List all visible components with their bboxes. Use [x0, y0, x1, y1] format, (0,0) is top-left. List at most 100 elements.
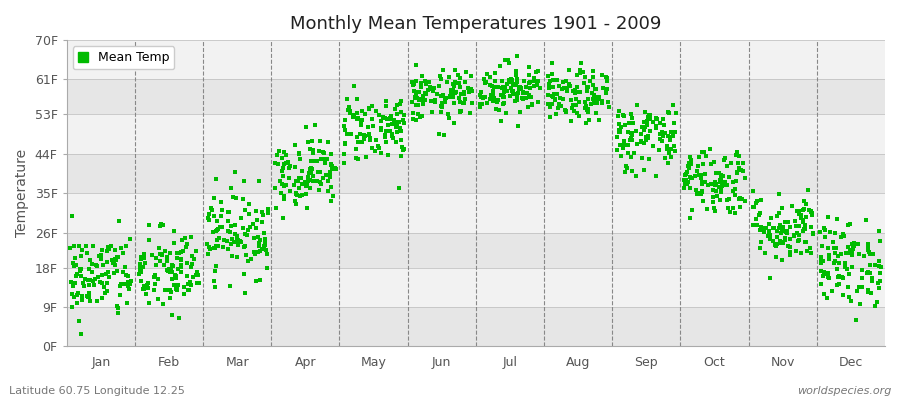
- Point: [863, 250, 878, 257]
- Point: [63, 245, 77, 251]
- Legend: Mean Temp: Mean Temp: [73, 46, 175, 69]
- Point: [543, 104, 557, 110]
- Point: [588, 97, 602, 104]
- Point: [425, 86, 439, 92]
- Point: [176, 247, 190, 254]
- Point: [855, 267, 869, 273]
- Point: [366, 123, 381, 130]
- Point: [325, 166, 339, 173]
- Point: [325, 163, 339, 169]
- Point: [735, 196, 750, 202]
- Point: [796, 207, 810, 214]
- Point: [381, 121, 395, 128]
- Point: [236, 196, 250, 202]
- Point: [132, 271, 147, 278]
- Point: [480, 100, 494, 106]
- Point: [833, 251, 848, 257]
- Point: [409, 102, 423, 108]
- Point: [132, 261, 147, 268]
- Point: [681, 163, 696, 170]
- Point: [841, 284, 855, 290]
- Point: [618, 163, 633, 169]
- Point: [767, 225, 781, 231]
- Point: [68, 254, 82, 261]
- Point: [804, 208, 818, 214]
- Point: [617, 169, 632, 175]
- Point: [708, 170, 723, 176]
- Point: [668, 128, 682, 135]
- Point: [613, 128, 627, 135]
- Point: [548, 95, 562, 102]
- Point: [316, 175, 330, 181]
- Point: [272, 148, 286, 154]
- Point: [488, 77, 502, 84]
- Point: [306, 172, 320, 179]
- Point: [641, 135, 655, 141]
- Point: [169, 286, 184, 292]
- Point: [796, 206, 811, 212]
- Point: [201, 214, 215, 221]
- Bar: [67, 268, 885, 307]
- Point: [799, 214, 814, 220]
- Point: [562, 80, 576, 87]
- Point: [212, 242, 226, 249]
- Point: [259, 247, 274, 254]
- Point: [163, 269, 177, 276]
- Point: [379, 103, 393, 110]
- Point: [300, 182, 314, 188]
- Point: [507, 91, 521, 97]
- Point: [67, 243, 81, 250]
- Point: [462, 89, 476, 96]
- Point: [805, 210, 819, 216]
- Point: [260, 206, 274, 213]
- Point: [774, 240, 788, 246]
- Point: [616, 112, 630, 118]
- Point: [293, 174, 308, 181]
- Point: [472, 92, 487, 98]
- Point: [140, 284, 155, 291]
- Point: [304, 170, 319, 176]
- Point: [412, 96, 427, 103]
- Point: [646, 118, 661, 125]
- Point: [306, 150, 320, 156]
- Point: [457, 100, 472, 106]
- Point: [324, 161, 338, 168]
- Point: [252, 243, 266, 250]
- Point: [682, 174, 697, 180]
- Point: [657, 122, 671, 128]
- Point: [780, 230, 795, 236]
- Point: [390, 111, 404, 118]
- Point: [340, 107, 355, 113]
- Point: [111, 268, 125, 274]
- Point: [706, 187, 720, 193]
- Point: [578, 74, 592, 80]
- Point: [74, 266, 88, 272]
- Point: [851, 240, 866, 247]
- Point: [237, 178, 251, 184]
- Point: [781, 219, 796, 226]
- Point: [714, 176, 728, 182]
- Point: [836, 274, 850, 281]
- Point: [770, 234, 784, 240]
- Point: [70, 290, 85, 296]
- Point: [253, 248, 267, 254]
- Point: [572, 70, 587, 76]
- Point: [418, 90, 432, 96]
- Point: [392, 185, 406, 192]
- Point: [701, 182, 716, 188]
- Point: [393, 153, 408, 160]
- Point: [363, 137, 377, 143]
- Point: [726, 204, 741, 211]
- Point: [169, 273, 184, 280]
- Point: [513, 84, 527, 90]
- Point: [137, 286, 151, 292]
- Point: [91, 274, 105, 280]
- Point: [799, 239, 814, 246]
- Point: [258, 238, 273, 244]
- Point: [353, 131, 367, 137]
- Point: [572, 112, 586, 119]
- Point: [778, 228, 793, 235]
- Point: [544, 101, 559, 108]
- Bar: [67, 154, 885, 193]
- Point: [85, 269, 99, 276]
